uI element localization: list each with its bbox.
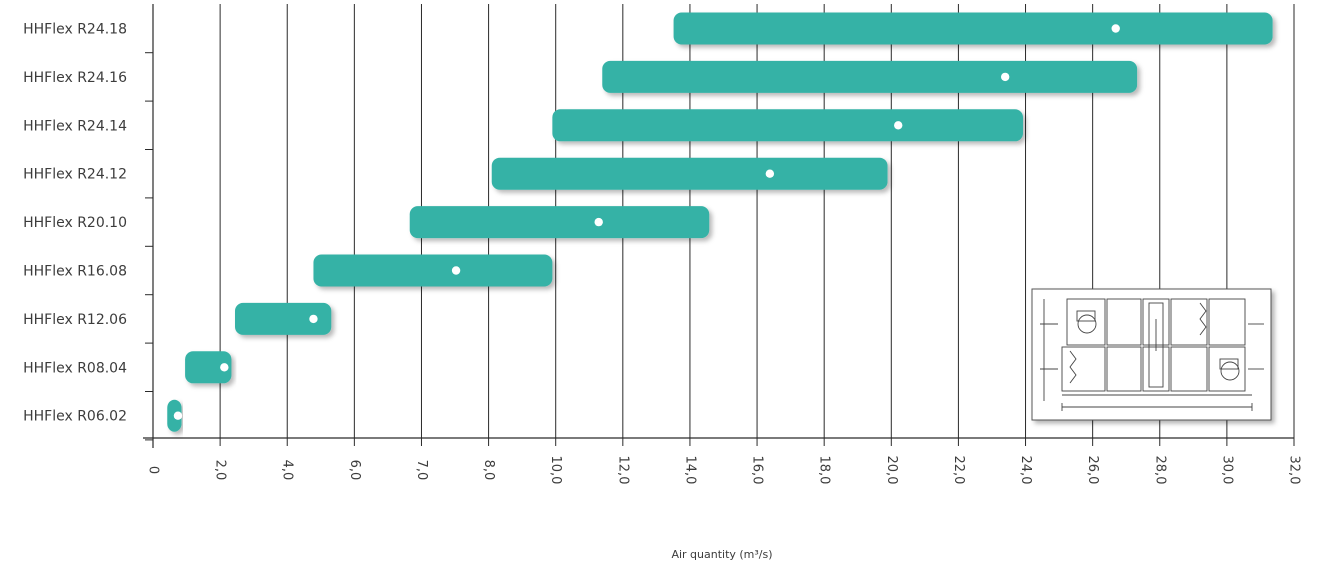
range-bar [409,206,710,239]
x-tick-label: 0 [146,466,161,474]
range-bars [167,12,1273,432]
nominal-point [220,363,229,372]
category-label: HHFlex R24.16 [23,70,127,86]
x-tick-label: 12,0 [615,456,630,485]
x-tick-label: 18,0 [817,456,832,485]
x-tick-label: 26,0 [1085,456,1100,485]
x-tick-label: 30,0 [1219,456,1234,485]
x-tick-label: 20,0 [884,456,899,485]
x-tick-label: 28,0 [1152,456,1167,485]
x-tick-label: 32,0 [1287,456,1302,485]
category-label: HHFlex R12.06 [23,312,127,328]
category-label: HHFlex R16.08 [23,264,127,280]
x-tick-label: 14,0 [682,456,697,485]
axes [143,4,1295,448]
range-bar [602,60,1138,93]
category-label: HHFlex R08.04 [23,360,127,376]
range-bar [313,254,553,287]
nominal-point [309,314,318,324]
x-tick-label: 24,0 [1018,456,1033,485]
x-tick-labels: 0 2,0 4,0 6,0 7,0 8,0 10,0 12,0 14,0 16,0 18,0 20,0… [146,456,1302,485]
range-bar [673,12,1273,45]
category-label: HHFlex R24.14 [23,118,127,134]
category-label: HHFlex R24.18 [23,22,127,38]
x-tick-label: 22,0 [951,456,966,485]
nominal-point [1000,72,1010,82]
x-tick-label: 6,0 [347,460,362,481]
nominal-point [451,266,461,275]
x-tick-label: 8,0 [481,460,496,481]
x-tick-label: 10,0 [548,456,563,485]
x-tick-label: 7,0 [414,460,429,481]
nominal-point [594,217,603,227]
category-label: HHFlex R20.10 [23,215,127,231]
range-bar [491,157,888,190]
category-label: HHFlex R06.02 [23,409,127,425]
nominal-point [1111,24,1120,33]
x-tick-label: 16,0 [750,456,765,485]
category-label: HHFlex R24.12 [23,167,127,183]
category-labels: HHFlex R24.18 HHFlex R24.16 HHFlex R24.14 H… [23,22,127,425]
x-tick-label: 4,0 [280,460,295,481]
nominal-point [894,121,903,130]
range-bar [235,302,332,335]
nominal-point [173,411,183,420]
range-bar [185,351,232,384]
range-bar [552,109,1024,142]
nominal-point [765,169,775,178]
air-handling-unit-drawing-icon [1031,288,1272,421]
x-axis-title: Air quantity (m³/s) [671,548,772,561]
x-tick-label: 2,0 [213,460,228,481]
